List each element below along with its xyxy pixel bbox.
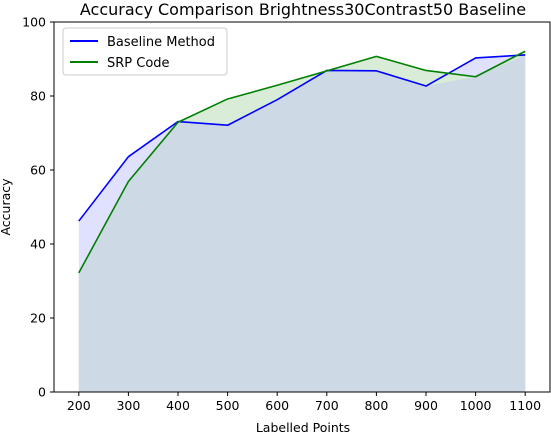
x-tick-label: 1100 (509, 398, 541, 413)
y-axis-ticks: 0 20 40 60 80 100 (22, 15, 54, 400)
y-axis-label: Accuracy (0, 178, 13, 236)
legend-label-baseline: Baseline Method (107, 35, 215, 50)
series-line-0 (78, 54, 526, 222)
y-tick-label: 40 (30, 237, 46, 252)
y-tick-label: 0 (38, 385, 46, 400)
x-tick-label: 200 (67, 398, 91, 413)
y-tick-label: 100 (22, 15, 46, 30)
x-axis-label: Labelled Points (256, 420, 350, 435)
series-line-1 (78, 50, 526, 274)
area-fills (78, 51, 526, 392)
x-tick-label: 600 (265, 398, 289, 413)
y-tick-label: 80 (30, 89, 46, 104)
x-tick-label: 700 (315, 398, 339, 413)
legend-label-srp: SRP Code (107, 56, 170, 71)
x-tick-label: 300 (116, 398, 140, 413)
x-tick-label: 800 (364, 398, 388, 413)
chart-title: Accuracy Comparison Brightness30Contrast… (80, 0, 526, 19)
plot-frame (53, 21, 551, 393)
legend: Baseline Method SRP Code (62, 27, 228, 76)
area-fill-overlap (78, 54, 526, 392)
x-tick-label: 500 (216, 398, 240, 413)
x-tick-label: 400 (166, 398, 190, 413)
x-axis-ticks: 200 300 400 500 600 700 800 900 1000 1100 (67, 392, 541, 413)
legend-box (62, 27, 228, 76)
x-tick-label: 900 (414, 398, 438, 413)
y-tick-label: 20 (30, 311, 46, 326)
series-lines (78, 50, 526, 274)
y-tick-label: 60 (30, 163, 46, 178)
x-tick-label: 1000 (460, 398, 492, 413)
